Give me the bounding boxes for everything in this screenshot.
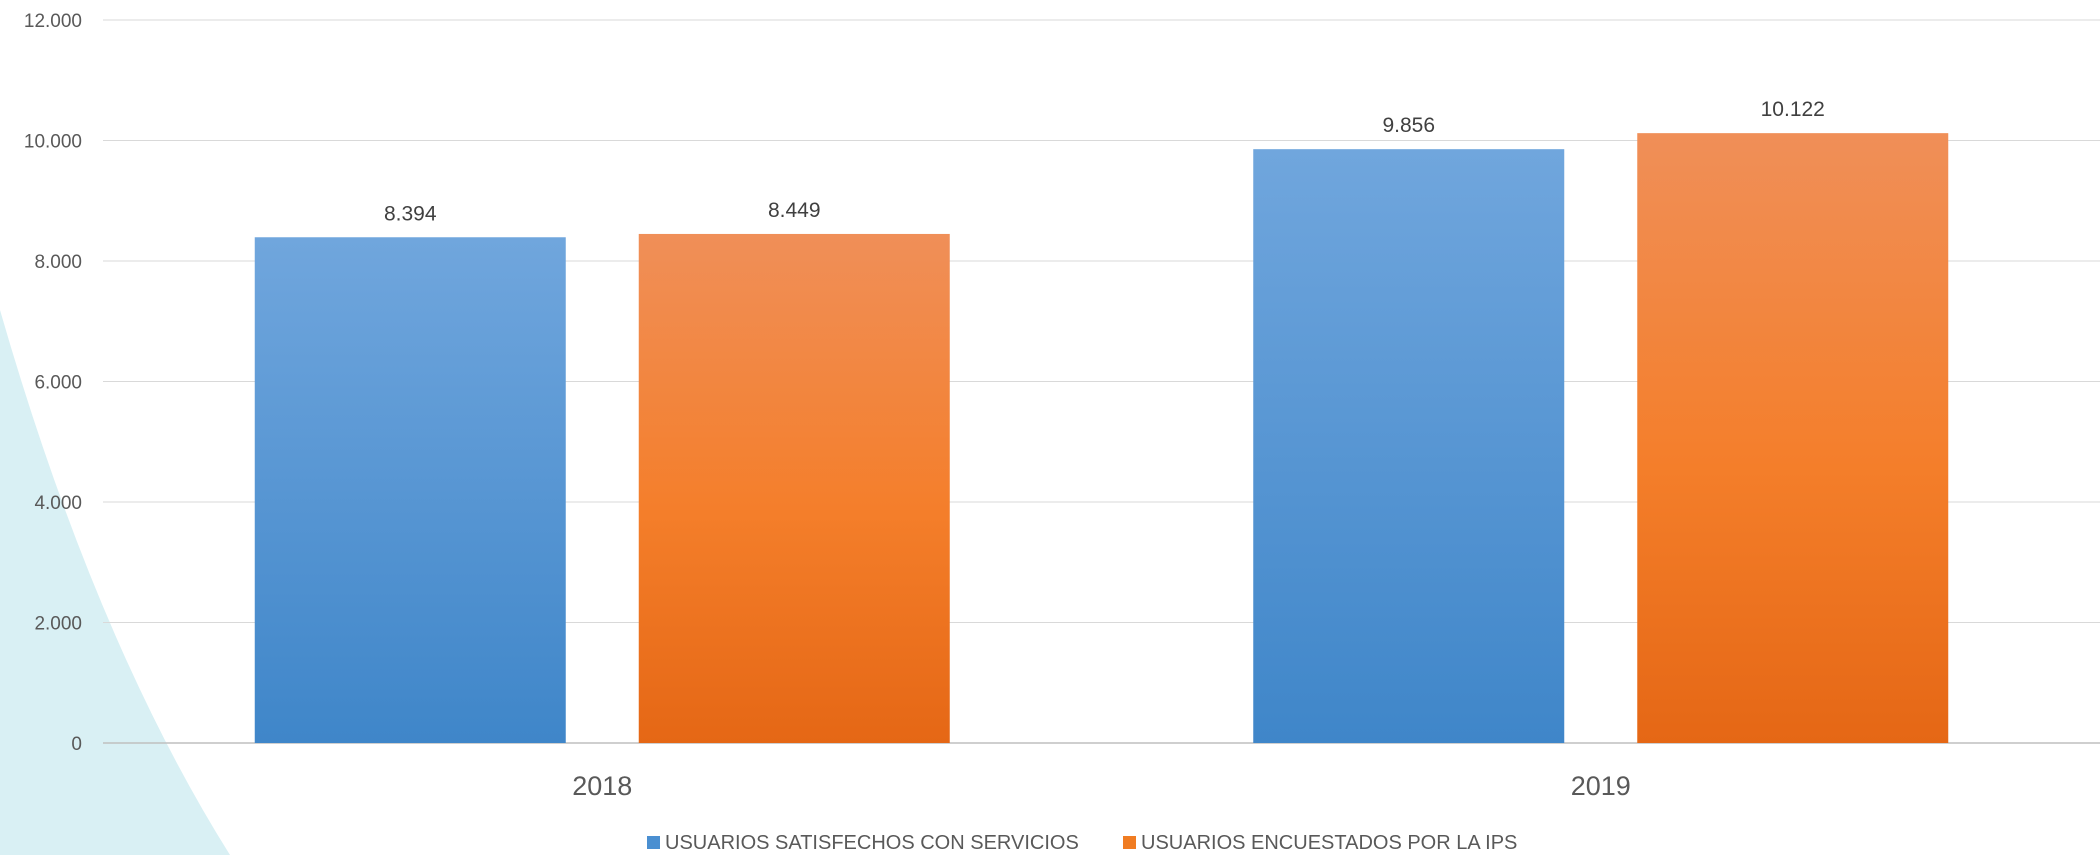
y-tick-label: 12.000 [24,11,82,32]
background-accent-shape [0,310,230,855]
y-tick-label: 10.000 [24,132,82,153]
bar [254,237,566,743]
legend: USUARIOS SATISFECHOS CON SERVICIOS USUARI… [647,832,1517,854]
y-tick-label: 2.000 [34,614,82,635]
legend-swatch [1123,836,1136,849]
x-axis-categories: 2018 2019 [572,771,1631,801]
legend-label: USUARIOS ENCUESTADOS POR LA IPS [1141,832,1517,854]
data-label: 10.122 [1761,98,1825,121]
bar [638,233,950,743]
data-label: 9.856 [1382,114,1435,137]
bars [254,133,1949,743]
bar [1637,133,1949,743]
bar [1253,149,1565,743]
x-category-label: 2018 [572,771,632,801]
y-tick-label: 0 [71,734,82,755]
y-axis-ticks: 0 2.000 4.000 6.000 8.000 10.000 12.000 [24,11,82,755]
x-category-label: 2019 [1571,771,1631,801]
legend-label: USUARIOS SATISFECHOS CON SERVICIOS [665,832,1079,854]
data-labels: 8.394 8.449 9.856 10.122 [384,98,1825,225]
legend-swatch [647,836,660,849]
data-label: 8.394 [384,202,437,225]
y-tick-label: 6.000 [34,373,82,394]
y-tick-label: 4.000 [34,493,82,514]
y-tick-label: 8.000 [34,252,82,273]
data-label: 8.449 [768,199,821,222]
